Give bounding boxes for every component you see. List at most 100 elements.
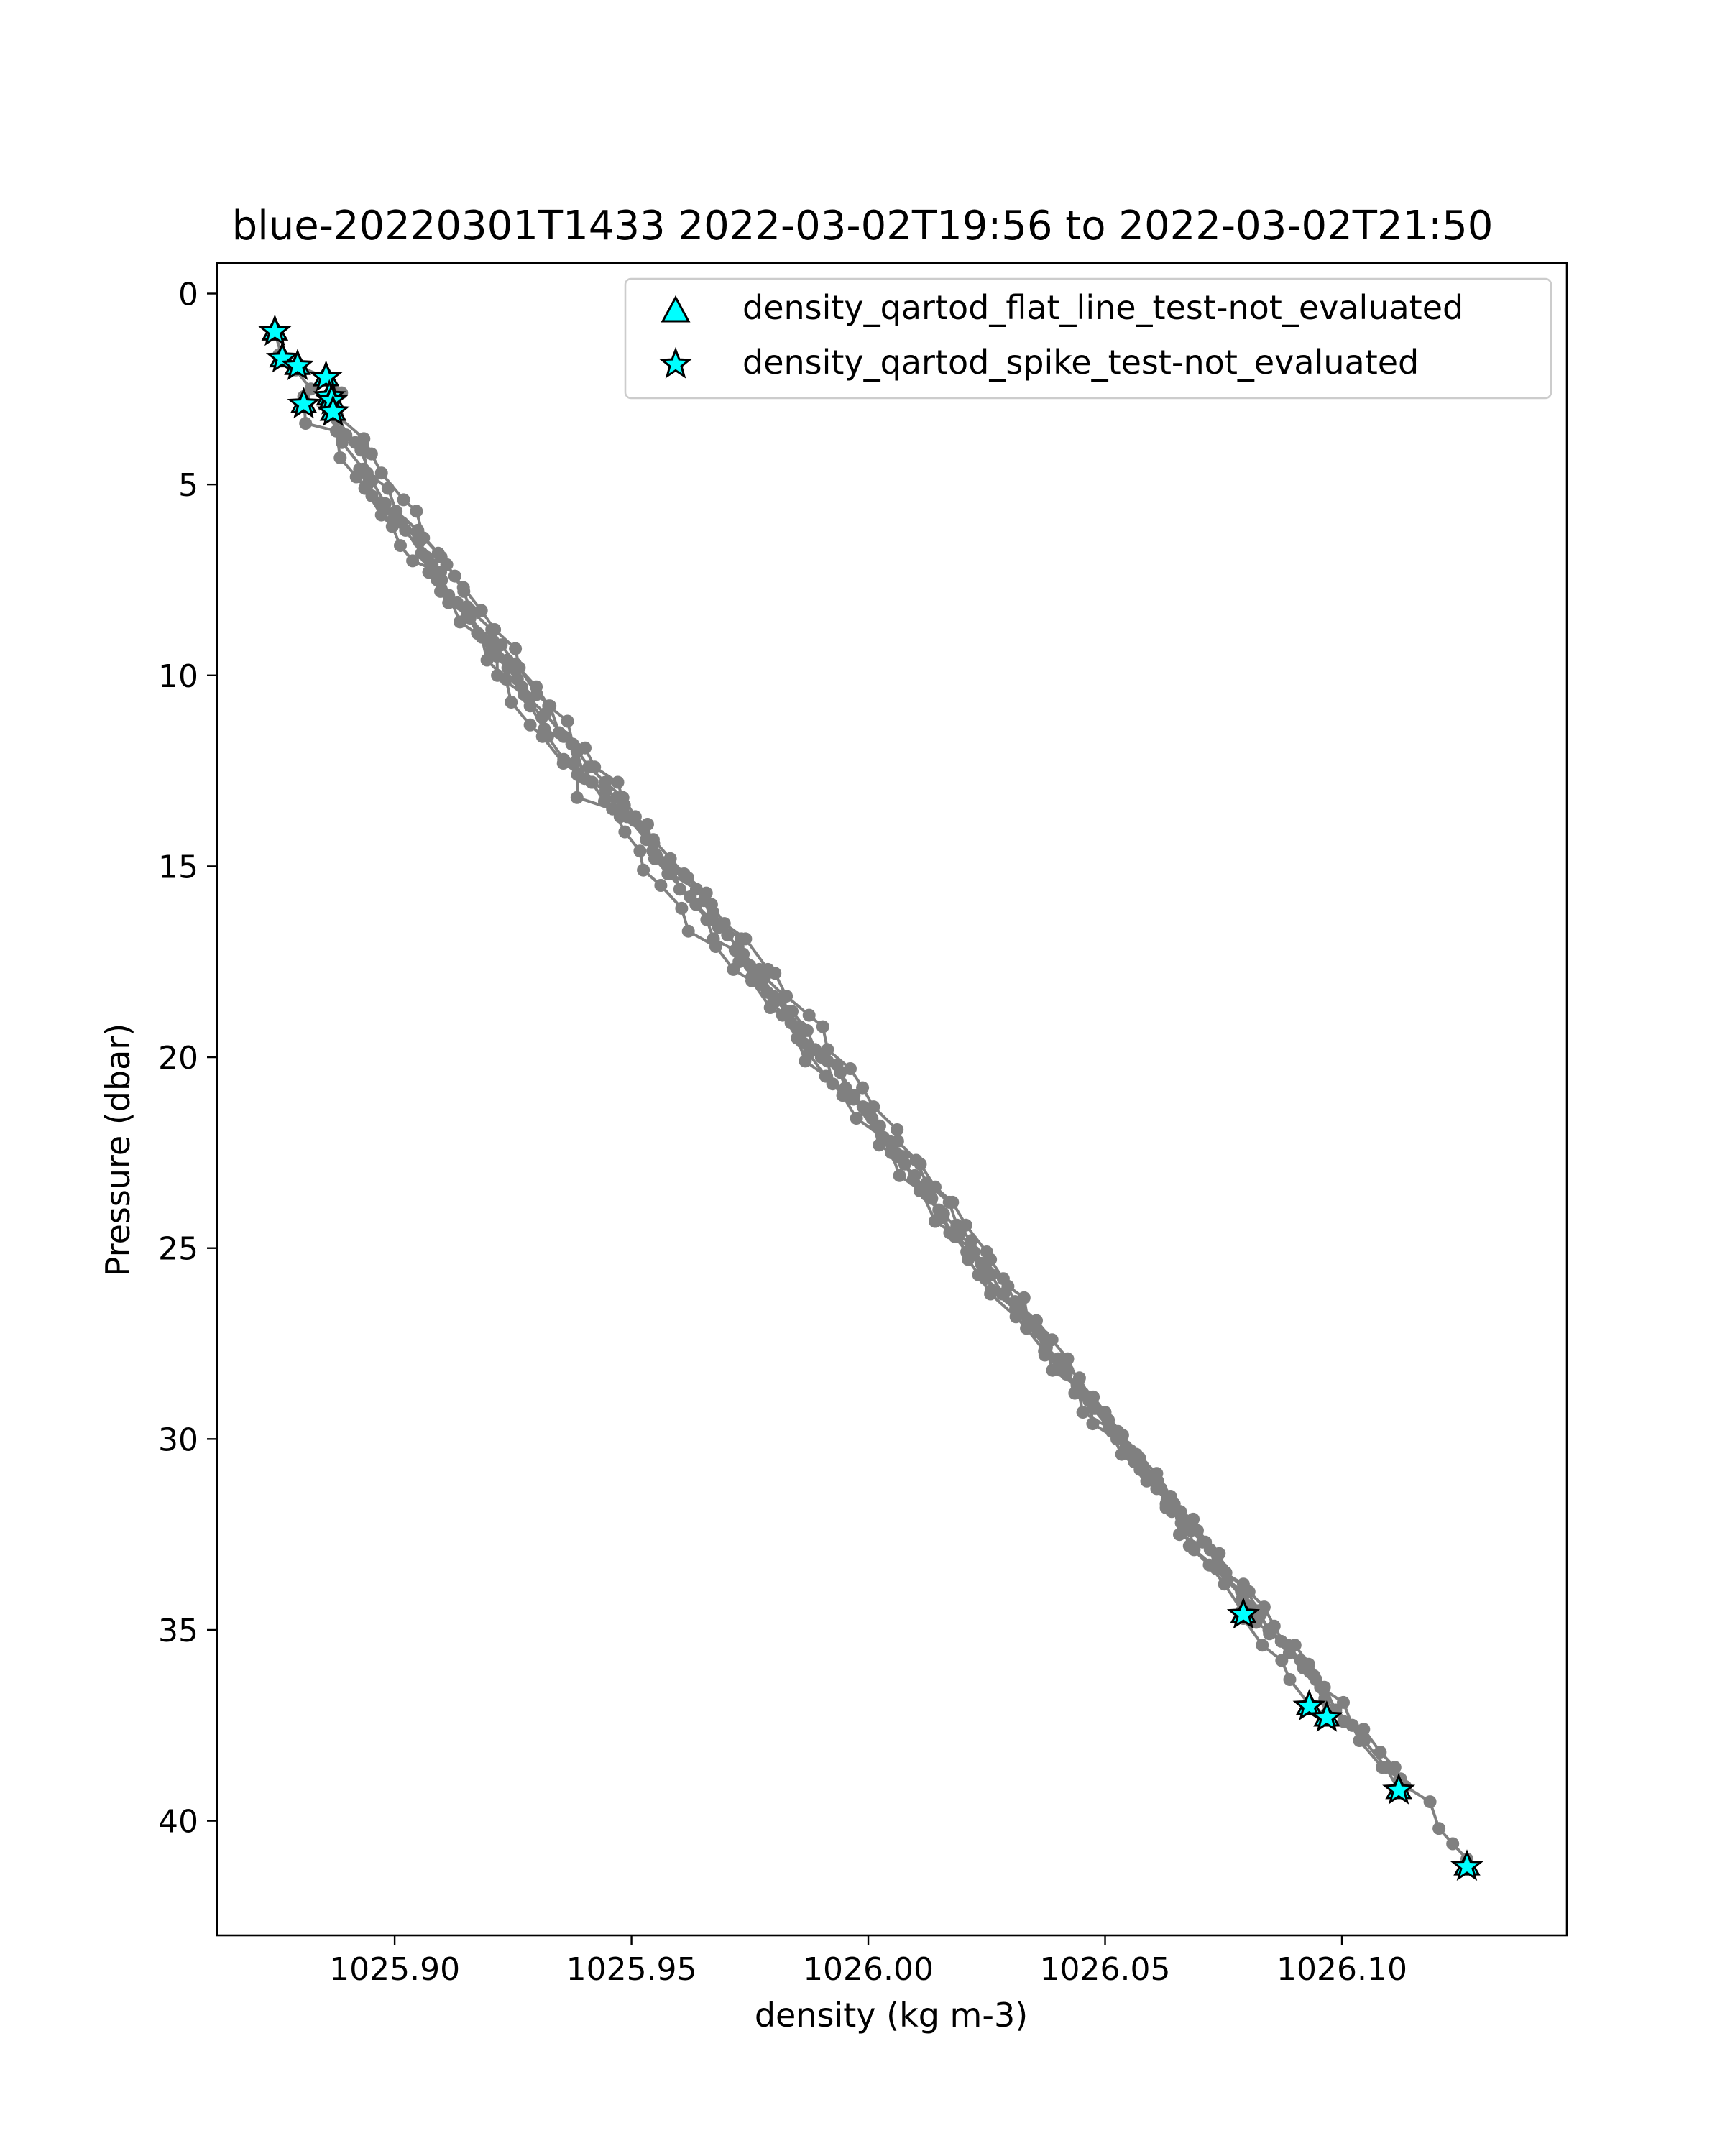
spike-flag-marker [1292, 1688, 1326, 1720]
profile-point [1088, 1401, 1102, 1415]
profile-point [448, 569, 461, 583]
profile-point [1133, 1462, 1147, 1476]
profile-point [1282, 1646, 1296, 1659]
flag-markers [258, 314, 1484, 1881]
legend-entry-spike: density_qartod_spike_test-not_evaluated [742, 343, 1419, 382]
profile-point [1187, 1512, 1200, 1526]
profile-point [1297, 1662, 1310, 1675]
profile-point [472, 627, 485, 640]
profile-point [1072, 1375, 1085, 1388]
y-tick-label: 40 [158, 1804, 198, 1841]
profile-point [1358, 1734, 1371, 1747]
legend: density_qartod_flat_line_test-not_evalua… [624, 277, 1552, 400]
y-tick-label: 15 [158, 849, 198, 885]
profile-point [395, 516, 408, 530]
profile-point [1196, 1535, 1210, 1549]
profile-point [599, 783, 612, 797]
profile-point [1213, 1547, 1226, 1560]
profile-point [578, 772, 592, 786]
profile-point [394, 539, 407, 553]
profile-point [1087, 1390, 1100, 1404]
profile-point [1030, 1314, 1043, 1327]
profile-point [850, 1112, 863, 1125]
profile-point [356, 440, 369, 453]
profile-point [985, 1284, 998, 1297]
spike-flag-marker [1310, 1700, 1343, 1732]
profile-point [1173, 1528, 1186, 1542]
x-axis-label: density (kg m-3) [755, 1996, 1028, 2035]
profile-point [361, 478, 374, 492]
spike-flag-marker [1382, 1772, 1416, 1805]
profile-point [431, 546, 445, 560]
profile-point [677, 867, 691, 880]
spike-flag-marker [309, 360, 343, 392]
legend-entry-flat-line: density_qartod_flat_line_test-not_evalua… [742, 288, 1463, 327]
profile-point [873, 1138, 886, 1152]
profile-point [611, 775, 625, 789]
profile-point [646, 833, 660, 847]
profile-point [1111, 1424, 1125, 1438]
profile-point [510, 673, 524, 686]
profile-point [598, 795, 611, 808]
profile-point [415, 546, 428, 560]
profile-point [509, 642, 523, 655]
profile-point [1388, 1761, 1402, 1774]
profile-point [766, 997, 780, 1010]
profile-point [689, 898, 703, 911]
profile-point [1052, 1352, 1065, 1365]
profile-point [707, 932, 720, 946]
profile-point [491, 668, 505, 682]
profile-point [390, 505, 403, 518]
profile-point [948, 1230, 962, 1243]
profile-point [374, 497, 388, 510]
profile-point [1031, 1325, 1045, 1339]
y-tick-label: 25 [158, 1231, 198, 1268]
profile-point [637, 821, 650, 835]
profile-point [856, 1081, 870, 1095]
legend-triangle-marker [661, 295, 691, 323]
profile-point [950, 1218, 964, 1232]
profile-point [1076, 1386, 1090, 1400]
y-tick-label: 5 [178, 467, 198, 504]
profile-point [1446, 1837, 1460, 1851]
profile-point [920, 1176, 934, 1190]
profile-point [523, 718, 537, 732]
spike-flag-marker [1226, 1597, 1260, 1629]
profile-point [411, 523, 425, 537]
profile-point [1187, 1543, 1201, 1557]
profile-point [1307, 1669, 1321, 1682]
x-axis-ticks: 1025.90 1025.95 1026.00 1026.05 1026.10 [329, 1935, 1407, 1988]
profile-point [299, 417, 313, 430]
profile-point [413, 535, 426, 548]
profile-point [886, 1138, 898, 1152]
profile-point [1215, 1562, 1229, 1575]
plot-frame [216, 262, 1568, 1937]
profile-point [1274, 1634, 1288, 1648]
spike-flag-marker [265, 341, 300, 373]
profile-point [410, 505, 423, 518]
profile-point [821, 1054, 834, 1068]
profile-point [1379, 1761, 1393, 1774]
profile-point [1076, 1406, 1090, 1419]
profile-point [365, 489, 379, 503]
chart-title: blue-20220301T1433 2022-03-02T19:56 to 2… [232, 203, 1494, 249]
profile-point [663, 852, 677, 865]
profile-point [426, 558, 439, 571]
profile-point [801, 1023, 814, 1037]
profile-point [538, 706, 552, 720]
y-tick-label: 35 [158, 1613, 198, 1649]
spike-flag-marker [287, 387, 321, 419]
profile-point [675, 901, 689, 915]
profile-point [1317, 1680, 1331, 1694]
profile-point [816, 1020, 829, 1033]
y-axis-ticks: 0 5 10 15 20 25 30 35 40 [158, 277, 217, 1841]
profile-point [974, 1256, 988, 1270]
profile-point [893, 1169, 906, 1182]
profile-point [965, 1234, 978, 1248]
profile-point [1123, 1447, 1137, 1461]
profile-point [778, 990, 791, 1003]
profile-point [381, 482, 395, 495]
y-tick-label: 10 [158, 658, 198, 695]
x-tick-label: 1026.10 [1276, 1951, 1407, 1988]
